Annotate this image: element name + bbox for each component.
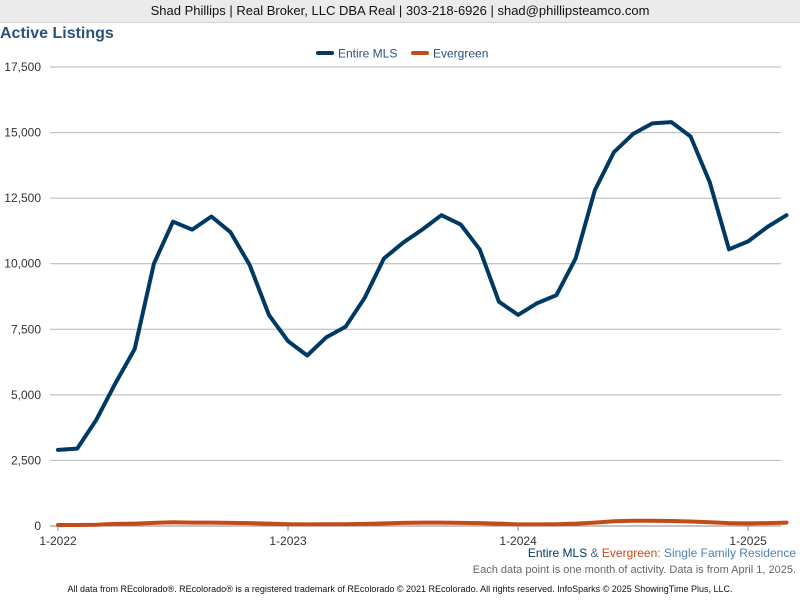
series-line-entire-mls: [56, 120, 789, 452]
chart-title: Active Listings: [0, 25, 114, 42]
x-tick-label: 1-2022: [39, 534, 77, 548]
y-tick-label: 0: [34, 519, 41, 533]
y-tick-label: 15,000: [4, 126, 41, 140]
y-tick-label: 5,000: [11, 388, 41, 402]
footer-copyright: All data from REcolorado®. REcolorado® i…: [67, 584, 733, 594]
header-bar: Shad Phillips | Real Broker, LLC DBA Rea…: [0, 0, 800, 23]
series-line-evergreen: [56, 518, 789, 527]
data-note: Each data point is one month of activity…: [472, 564, 796, 576]
y-tick-label: 12,500: [4, 191, 41, 205]
caption-ampersand: &: [587, 546, 602, 560]
caption-series-entire-mls: Entire MLS: [527, 546, 588, 560]
y-tick-label: 7,500: [11, 322, 41, 336]
header-contact-text: Shad Phillips | Real Broker, LLC DBA Rea…: [150, 3, 650, 18]
legend-label-entire-mls: Entire MLS: [338, 47, 397, 61]
caption-series-evergreen: Evergreen: [601, 546, 658, 560]
y-tick-label: 2,500: [11, 453, 41, 467]
x-tick-label: 1-2025: [729, 534, 767, 548]
x-tick-label: 1-2024: [499, 534, 537, 548]
caption-property-type: : Single Family Residence: [657, 546, 796, 560]
x-tick-label: 1-2023: [269, 534, 307, 548]
legend-label-evergreen: Evergreen: [433, 47, 488, 61]
y-tick-label: 10,000: [4, 257, 41, 271]
y-tick-label: 17,500: [4, 60, 41, 74]
chart-caption: Entire MLS & Evergreen: Single Family Re…: [528, 546, 796, 560]
